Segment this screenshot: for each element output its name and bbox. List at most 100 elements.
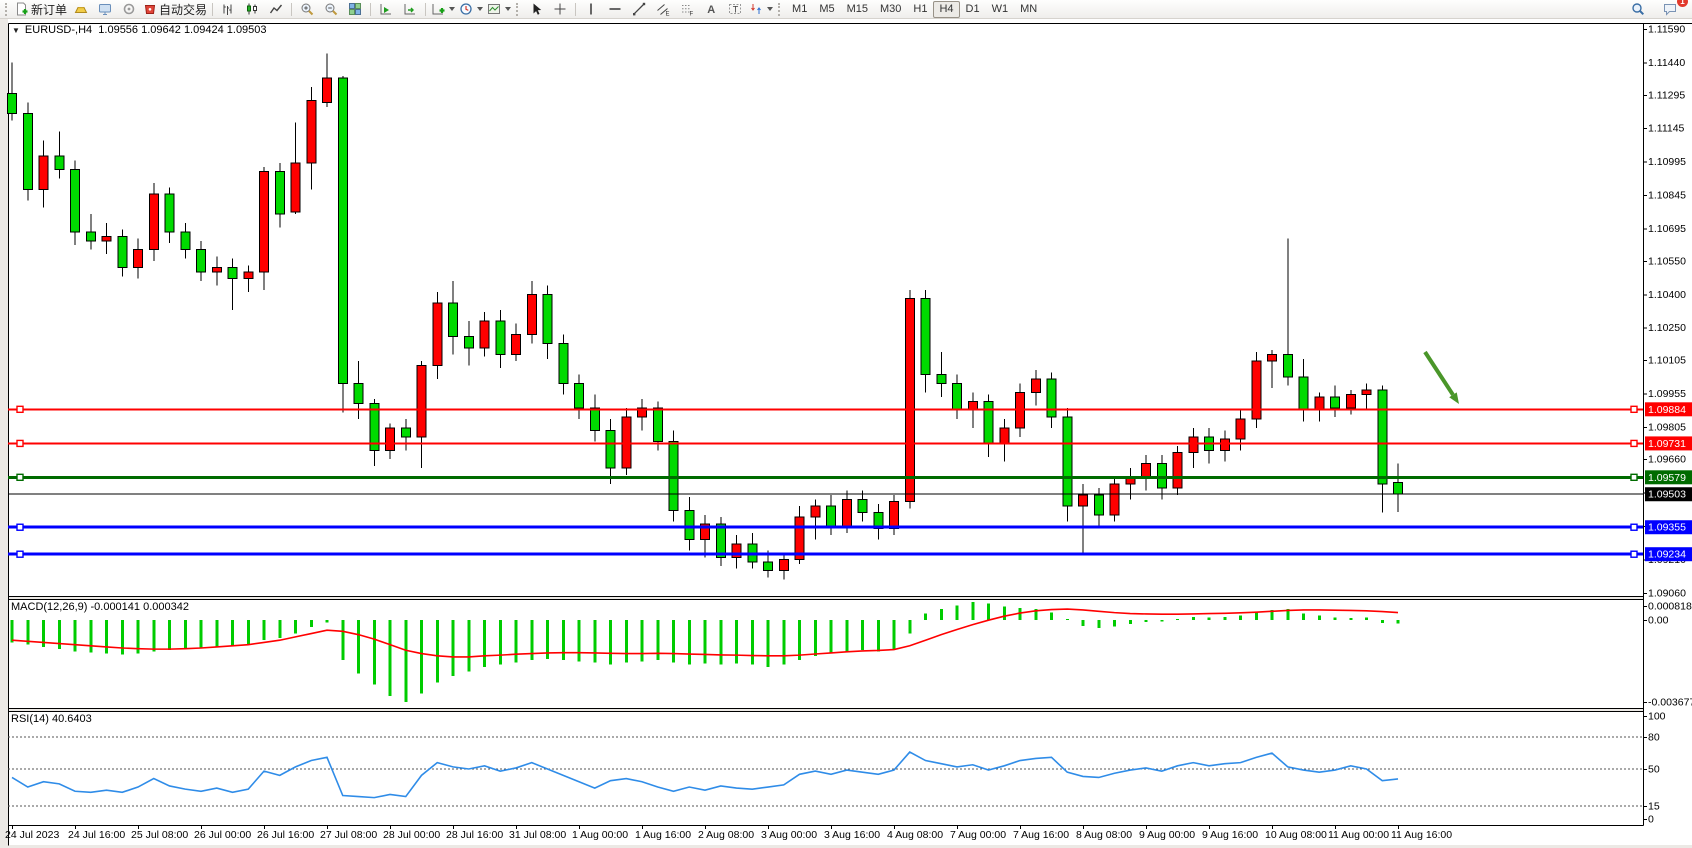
svg-text:7 Aug 16:00: 7 Aug 16:00 [1013,829,1069,841]
candle [180,231,191,251]
candle [117,235,128,269]
candle [211,267,222,273]
zoom-out-button[interactable] [319,1,343,18]
candle [511,333,521,355]
candle [1345,394,1356,409]
chart-menu-triangle-icon[interactable]: ▼ [12,26,20,35]
timeframe-MN[interactable]: MN [1020,3,1038,15]
new-order-button[interactable]: 新订单 [13,1,69,18]
arrows-icon [751,4,761,14]
trendline-button[interactable] [627,1,651,18]
autotrade-button[interactable]: 自动交易 [141,1,209,18]
timeframe-D1[interactable]: D1 [965,3,980,15]
svg-text:1.10105: 1.10105 [1648,355,1686,367]
auto-scroll-button[interactable] [374,1,398,18]
candle [1172,452,1183,489]
deposit-button[interactable] [69,1,93,18]
line-handle[interactable] [16,405,24,414]
line-chart-button[interactable] [264,1,288,18]
price-axis[interactable]: 1.11590 1.11440 1.11295 1.11145 1.10995 1.108… [1643,24,1686,600]
tile-windows-button[interactable] [343,1,367,18]
svg-text:1.11295: 1.11295 [1648,89,1685,101]
svg-text:1.09805: 1.09805 [1648,421,1686,433]
timeframe-H4[interactable]: H4 [933,0,960,18]
line-handle[interactable] [1630,523,1638,531]
svg-text:F: F [690,12,694,17]
svg-text:28 Jul 16:00: 28 Jul 16:00 [446,829,503,841]
candle [227,267,238,280]
candle [983,400,994,445]
vertical-line-button[interactable] [579,1,603,18]
text-button[interactable]: A [699,1,723,18]
svg-text:0: 0 [1648,814,1654,826]
line-handle[interactable] [1630,439,1638,448]
periods-button[interactable] [457,1,485,18]
templates-button[interactable] [485,1,513,18]
line-handle[interactable] [1630,550,1638,558]
candle [463,336,474,349]
chart-shift-button[interactable] [398,1,422,18]
signals-button[interactable] [117,1,141,18]
timeframe-M30[interactable]: M30 [880,3,902,15]
candle [101,235,112,242]
svg-text:3 Aug 16:00: 3 Aug 16:00 [824,829,880,841]
arrows-shapes-button[interactable] [747,1,775,18]
chevron-down-icon [505,7,512,11]
candle [196,249,206,273]
candle-chart-button[interactable] [240,1,264,18]
timeframe-M15[interactable]: M15 [846,3,868,15]
timeframe-H1[interactable]: H1 [913,3,928,15]
indicators-button[interactable] [429,1,457,18]
notifications-button[interactable]: 1 [1658,0,1688,18]
crosshair-button[interactable] [548,1,572,18]
bar-chart-button[interactable] [216,1,240,18]
timeframe-W1[interactable]: W1 [991,3,1009,15]
timeframe-M5[interactable]: M5 [819,3,835,15]
svg-text:2 Aug 08:00: 2 Aug 08:00 [698,829,754,841]
fibonacci-button[interactable]: F [675,1,699,18]
svg-text:28 Jul 00:00: 28 Jul 00:00 [383,829,440,841]
price-tag-1.09884 [1645,402,1692,417]
down-arrow-annotation[interactable] [1423,350,1459,404]
text-label-button[interactable]: T [723,1,747,18]
chevron-down-icon [477,7,484,11]
monitor-icon [99,4,112,15]
candle [243,271,254,280]
svg-text:31 Jul 08:00: 31 Jul 08:00 [509,829,566,841]
toolbar-grip[interactable] [516,2,521,16]
candle [1093,494,1104,516]
toolbar-grip[interactable] [778,2,783,16]
line-handle[interactable] [1630,473,1638,482]
virtual-hosting-button[interactable] [93,1,117,18]
svg-text:1.09579: 1.09579 [1648,472,1686,484]
horizontal-line-button[interactable] [603,1,627,18]
candle [794,516,805,561]
line-handle[interactable] [16,550,24,558]
cursor-button[interactable] [524,1,548,18]
candle [22,113,33,191]
candle [448,302,458,338]
equidistant-channel-button[interactable]: E [651,1,675,18]
candle [904,298,915,503]
candle [1393,481,1403,495]
zoom-in-button[interactable] [295,1,319,18]
price-tag-1.09234 [1645,547,1692,562]
svg-text:50: 50 [1648,764,1660,776]
candle [652,407,663,442]
candle [353,382,364,405]
svg-text:1.09234: 1.09234 [1648,549,1686,561]
line-handle[interactable] [16,523,24,531]
svg-text:1.11440: 1.11440 [1648,57,1685,69]
line-handle[interactable] [16,473,24,482]
svg-text:1.09955: 1.09955 [1648,388,1686,400]
line-handle[interactable] [1630,405,1638,414]
search-button[interactable] [1626,1,1650,18]
toolbar-grip[interactable] [5,2,10,16]
candle [164,193,175,233]
line-handle[interactable] [16,439,24,448]
candle [7,93,17,115]
time-axis[interactable]: 24 Jul 2023 24 Jul 16:00 25 Jul 08:00 26 Ju… [5,825,1452,841]
timeframe-M1[interactable]: M1 [792,3,808,15]
candle [290,162,301,213]
